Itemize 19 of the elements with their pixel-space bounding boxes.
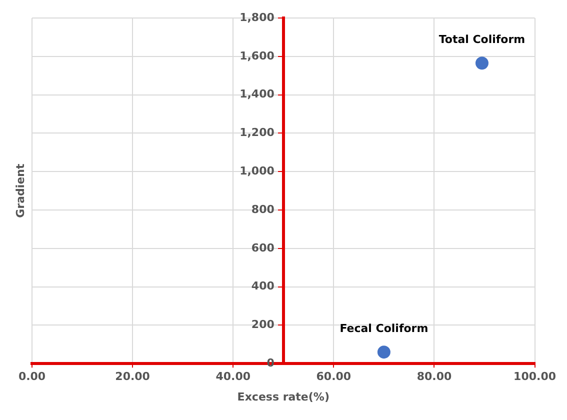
x-tick-label: 0.00	[18, 370, 46, 384]
y-tick-label: 1,800	[240, 10, 275, 24]
y-tick-label: 1,000	[240, 164, 275, 178]
x-tick-label: 60.00	[316, 370, 352, 384]
y-tick-label: 1,600	[240, 49, 275, 62]
annotation: Total Coliform	[438, 33, 526, 46]
y-tick-label: 600	[251, 241, 275, 254]
x-tick-label: 40.00	[216, 370, 251, 384]
y-tick-label: 400	[251, 280, 275, 293]
x-tick-label: 20.00	[115, 370, 150, 384]
annotation: Fecal Coliform	[340, 322, 428, 336]
x-tick-label: 100.00	[514, 370, 556, 384]
y-axis-title: Gradient	[14, 164, 27, 218]
x-axis-title: Excess rate(%)	[237, 390, 330, 404]
y-tick-label: 200	[251, 318, 275, 332]
y-tick-label: 800	[251, 202, 275, 216]
x-tick-label: 80.00	[416, 370, 452, 384]
y-tick-label: 1,200	[240, 126, 275, 140]
y-tick-label: 1,400	[240, 88, 275, 101]
